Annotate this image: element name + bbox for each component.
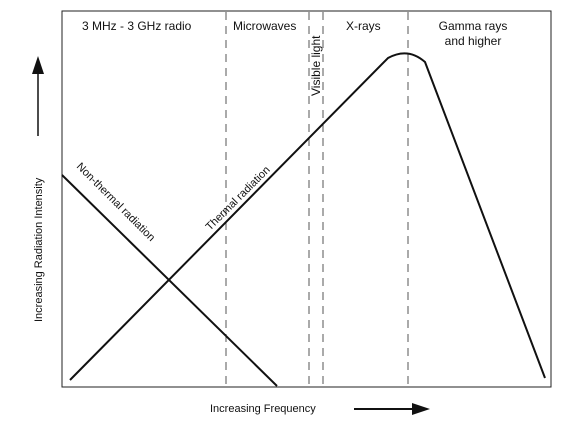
x-axis-arrowhead xyxy=(412,403,430,415)
band-label-microwaves: Microwaves xyxy=(233,19,296,33)
band-labels: 3 MHz - 3 GHz radio Microwaves Visible l… xyxy=(82,19,507,96)
plot-frame xyxy=(61,10,552,388)
x-axis-label: Increasing Frequency xyxy=(210,403,316,415)
non-thermal-radiation-line xyxy=(61,174,278,387)
curve-label-thermal: Thermal radiation xyxy=(204,164,273,233)
band-label-radio: 3 MHz - 3 GHz radio xyxy=(82,19,192,33)
y-axis-label: Increasing Radiation Intensity xyxy=(33,177,45,322)
thermal-radiation-curve xyxy=(69,52,546,381)
curve-label-non-thermal: Non-thermal radiation xyxy=(74,161,157,244)
band-dividers xyxy=(225,12,409,386)
y-axis-arrowhead xyxy=(32,56,44,74)
band-label-gamma-line2: and higher xyxy=(445,34,502,48)
band-label-visible-light: Visible light xyxy=(309,35,323,96)
band-label-gamma-line1: Gamma rays xyxy=(439,19,508,33)
band-label-xrays: X-rays xyxy=(346,19,381,33)
